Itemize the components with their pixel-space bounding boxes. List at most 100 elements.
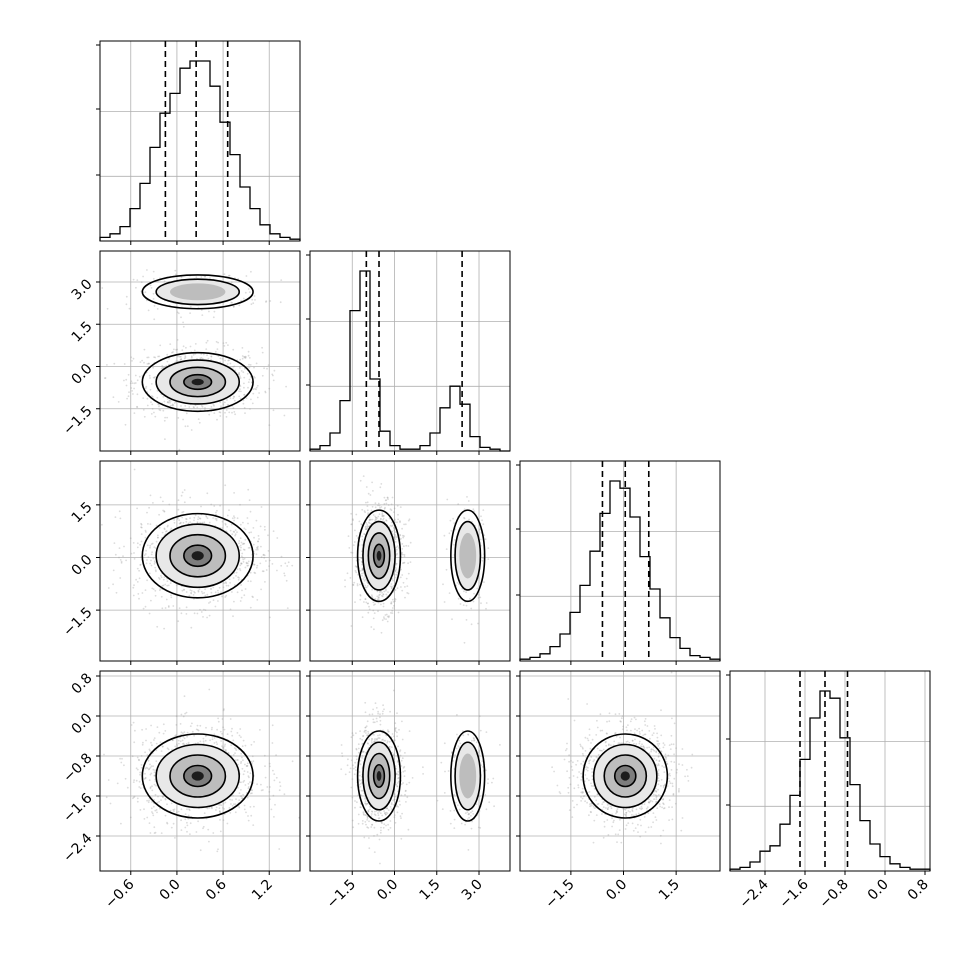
scatter-point [200, 590, 203, 593]
scatter-point [238, 371, 241, 374]
scatter-point [180, 405, 182, 407]
scatter-point [182, 735, 185, 738]
scatter-point [147, 556, 150, 558]
scatter-point [351, 523, 353, 525]
scatter-point [364, 528, 367, 530]
contour-0-0 [141, 512, 254, 599]
scatter-point [243, 394, 246, 396]
scatter-point [454, 539, 456, 541]
scatter-point [363, 579, 366, 582]
scatter-point [194, 343, 197, 345]
scatter-point [349, 577, 352, 579]
scatter-point [366, 509, 369, 512]
scatter-point [132, 797, 134, 800]
scatter-point [252, 760, 255, 763]
scatter-point [254, 572, 257, 574]
scatter-point [234, 533, 237, 536]
scatter-point [255, 519, 258, 522]
scatter-point [174, 837, 176, 839]
scatter-point [401, 552, 404, 554]
scatter-point [193, 349, 196, 352]
scatter-point [364, 578, 367, 581]
contour-0-2 [169, 533, 227, 578]
scatter-point [392, 607, 394, 609]
scatter-point [158, 800, 161, 803]
scatter-point [145, 531, 147, 533]
scatter-point [215, 809, 217, 811]
scatter-point [401, 574, 404, 576]
scatter-point [386, 740, 389, 743]
scatter-point [243, 804, 246, 807]
scatter-point [247, 522, 249, 525]
scatter-point [265, 301, 267, 303]
scatter-point [139, 773, 141, 776]
scatter-point [153, 826, 156, 829]
scatter-point [150, 564, 153, 567]
scatter-point [155, 809, 158, 811]
scatter-point [210, 355, 213, 358]
panel-frame [99, 250, 301, 452]
scatter-point [221, 732, 224, 735]
scatter-point [186, 808, 188, 811]
scatter-point [241, 347, 244, 349]
scatter-point [218, 807, 221, 809]
scatter-point [251, 792, 253, 795]
scatter-point [136, 405, 138, 408]
scatter-point [390, 583, 393, 585]
scatter-point [244, 355, 247, 358]
scatter-point [189, 305, 192, 308]
scatter-point [196, 612, 199, 615]
scatter-point [150, 724, 153, 727]
scatter-point [261, 351, 264, 354]
scatter-point [389, 585, 392, 588]
scatter-point [372, 617, 375, 620]
scatter-point [116, 782, 119, 785]
scatter-point [194, 514, 197, 517]
scatter-point [386, 807, 388, 810]
scatter-point [166, 580, 169, 582]
scatter-point [154, 376, 157, 378]
scatter-point [153, 774, 156, 777]
scatter-point [239, 377, 242, 379]
scatter-point [394, 535, 397, 538]
scatter-point [248, 546, 251, 549]
scatter-point [149, 284, 152, 287]
scatter-point [381, 739, 383, 741]
scatter-point [268, 762, 271, 765]
scatter-point [250, 531, 253, 534]
scatter-point [153, 798, 156, 801]
scatter-point [190, 591, 193, 594]
scatter-point [167, 748, 170, 751]
scatter-point [204, 735, 207, 738]
scatter-point [384, 812, 386, 815]
scatter-point [381, 595, 384, 598]
scatter-point [184, 425, 187, 428]
scatter-point [235, 749, 238, 751]
scatter-point [183, 357, 186, 360]
scatter-point [399, 520, 401, 522]
scatter-point [169, 401, 171, 404]
scatter-point [233, 399, 236, 402]
scatter-point [197, 418, 200, 420]
scatter-point [232, 615, 234, 618]
scatter-point [131, 360, 133, 362]
scatter-point [399, 576, 402, 579]
scatter-point [215, 518, 218, 520]
scatter-point [199, 517, 202, 520]
scatter-point [397, 760, 399, 762]
scatter-point [218, 810, 221, 813]
scatter-point [163, 627, 166, 630]
scatter-point [249, 781, 251, 783]
scatter-point [383, 590, 386, 593]
scatter-point [131, 390, 134, 392]
scatter-point [170, 802, 173, 805]
scatter-point [227, 584, 230, 587]
scatter-point [387, 823, 389, 826]
scatter-point [411, 777, 414, 779]
scatter-point [164, 798, 167, 801]
scatter-point [362, 568, 364, 571]
scatter-point [371, 737, 373, 740]
scatter-point [182, 325, 185, 328]
scatter-point [240, 584, 243, 586]
scatter-point [157, 403, 160, 406]
